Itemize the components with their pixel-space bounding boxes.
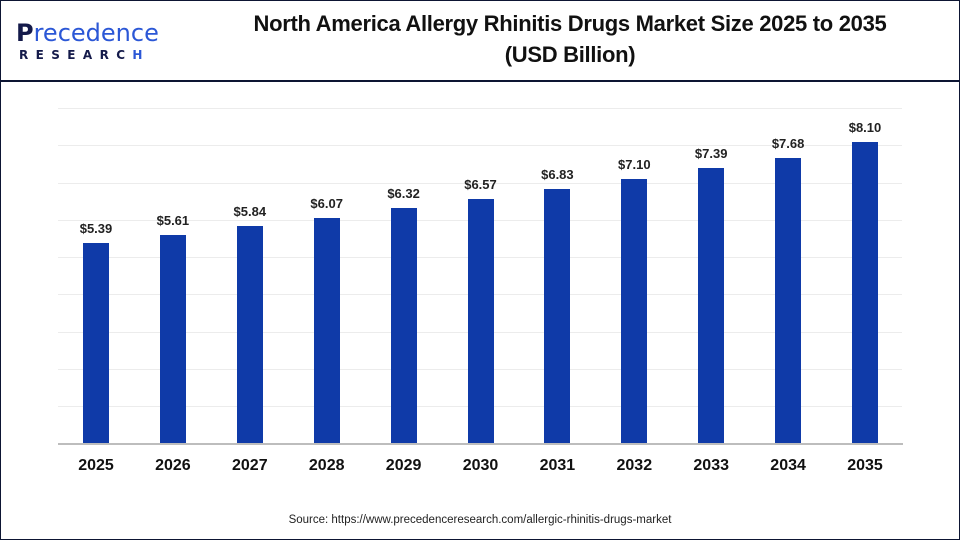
plot-area: $5.39 2025 $5.61 2026 $5.84 2027 $6.07 2028 $6.3…	[58, 90, 903, 474]
bar-2032	[621, 179, 648, 443]
logo-wordmark: Precedence	[16, 20, 159, 46]
x-tick-label: 2035	[847, 457, 883, 474]
gridline	[58, 108, 902, 109]
chart-title: North America Allergy Rhinitis Drugs Mar…	[180, 8, 960, 70]
value-label: $5.84	[233, 204, 267, 220]
bar-2035	[852, 142, 878, 443]
logo-subtitle: RESEARCH	[19, 48, 150, 62]
x-tick-label: 2030	[462, 457, 499, 474]
logo-subtitle-main: RESEARC	[19, 48, 133, 62]
x-tick-label: 2026	[155, 457, 191, 474]
x-tick-label: 2032	[616, 457, 653, 474]
source-citation: Source: https://www.precedenceresearch.c…	[288, 514, 672, 526]
header: Precedence RESEARCH North America Allerg…	[0, 0, 960, 82]
gridline	[58, 145, 902, 146]
bar-2031	[544, 189, 571, 443]
value-label: $7.68	[771, 135, 805, 151]
bar-2025	[83, 243, 109, 443]
value-label: $6.57	[464, 177, 497, 193]
bar-2026	[159, 234, 186, 443]
value-label: $5.61	[156, 212, 190, 228]
x-axis-baseline	[58, 443, 903, 445]
value-label: $7.39	[694, 146, 728, 162]
value-label: $7.10	[618, 157, 651, 173]
x-tick-label: 2025	[78, 457, 114, 474]
x-tick-label: 2027	[232, 457, 268, 474]
value-label: $5.39	[79, 221, 113, 236]
precedence-research-logo: Precedence RESEARCH	[16, 20, 166, 64]
value-label: $6.32	[387, 186, 420, 202]
chart-title-line2: (USD Billion)	[504, 42, 636, 67]
bar-2027	[236, 226, 263, 443]
bar-2028	[313, 217, 340, 443]
value-label: $6.83	[541, 167, 574, 183]
x-tick-label: 2033	[693, 457, 729, 474]
bar-2030	[467, 199, 494, 443]
logo-wordmark-rest: recedence	[33, 19, 159, 47]
chart-title-line1: North America Allergy Rhinitis Drugs Mar…	[253, 11, 887, 36]
bar-2034	[775, 157, 802, 443]
bar-2033	[698, 168, 725, 443]
bar-2029	[390, 208, 417, 443]
x-tick-label: 2034	[770, 457, 806, 474]
x-tick-label: 2031	[539, 457, 576, 474]
logo-subtitle-last: H	[132, 48, 150, 62]
x-tick-label: 2028	[308, 457, 345, 474]
x-tick-label: 2029	[385, 457, 422, 474]
logo-p-mark: P	[16, 19, 34, 47]
gridline	[58, 183, 902, 184]
value-label: $8.10	[848, 120, 882, 135]
value-label: $6.07	[310, 195, 343, 211]
